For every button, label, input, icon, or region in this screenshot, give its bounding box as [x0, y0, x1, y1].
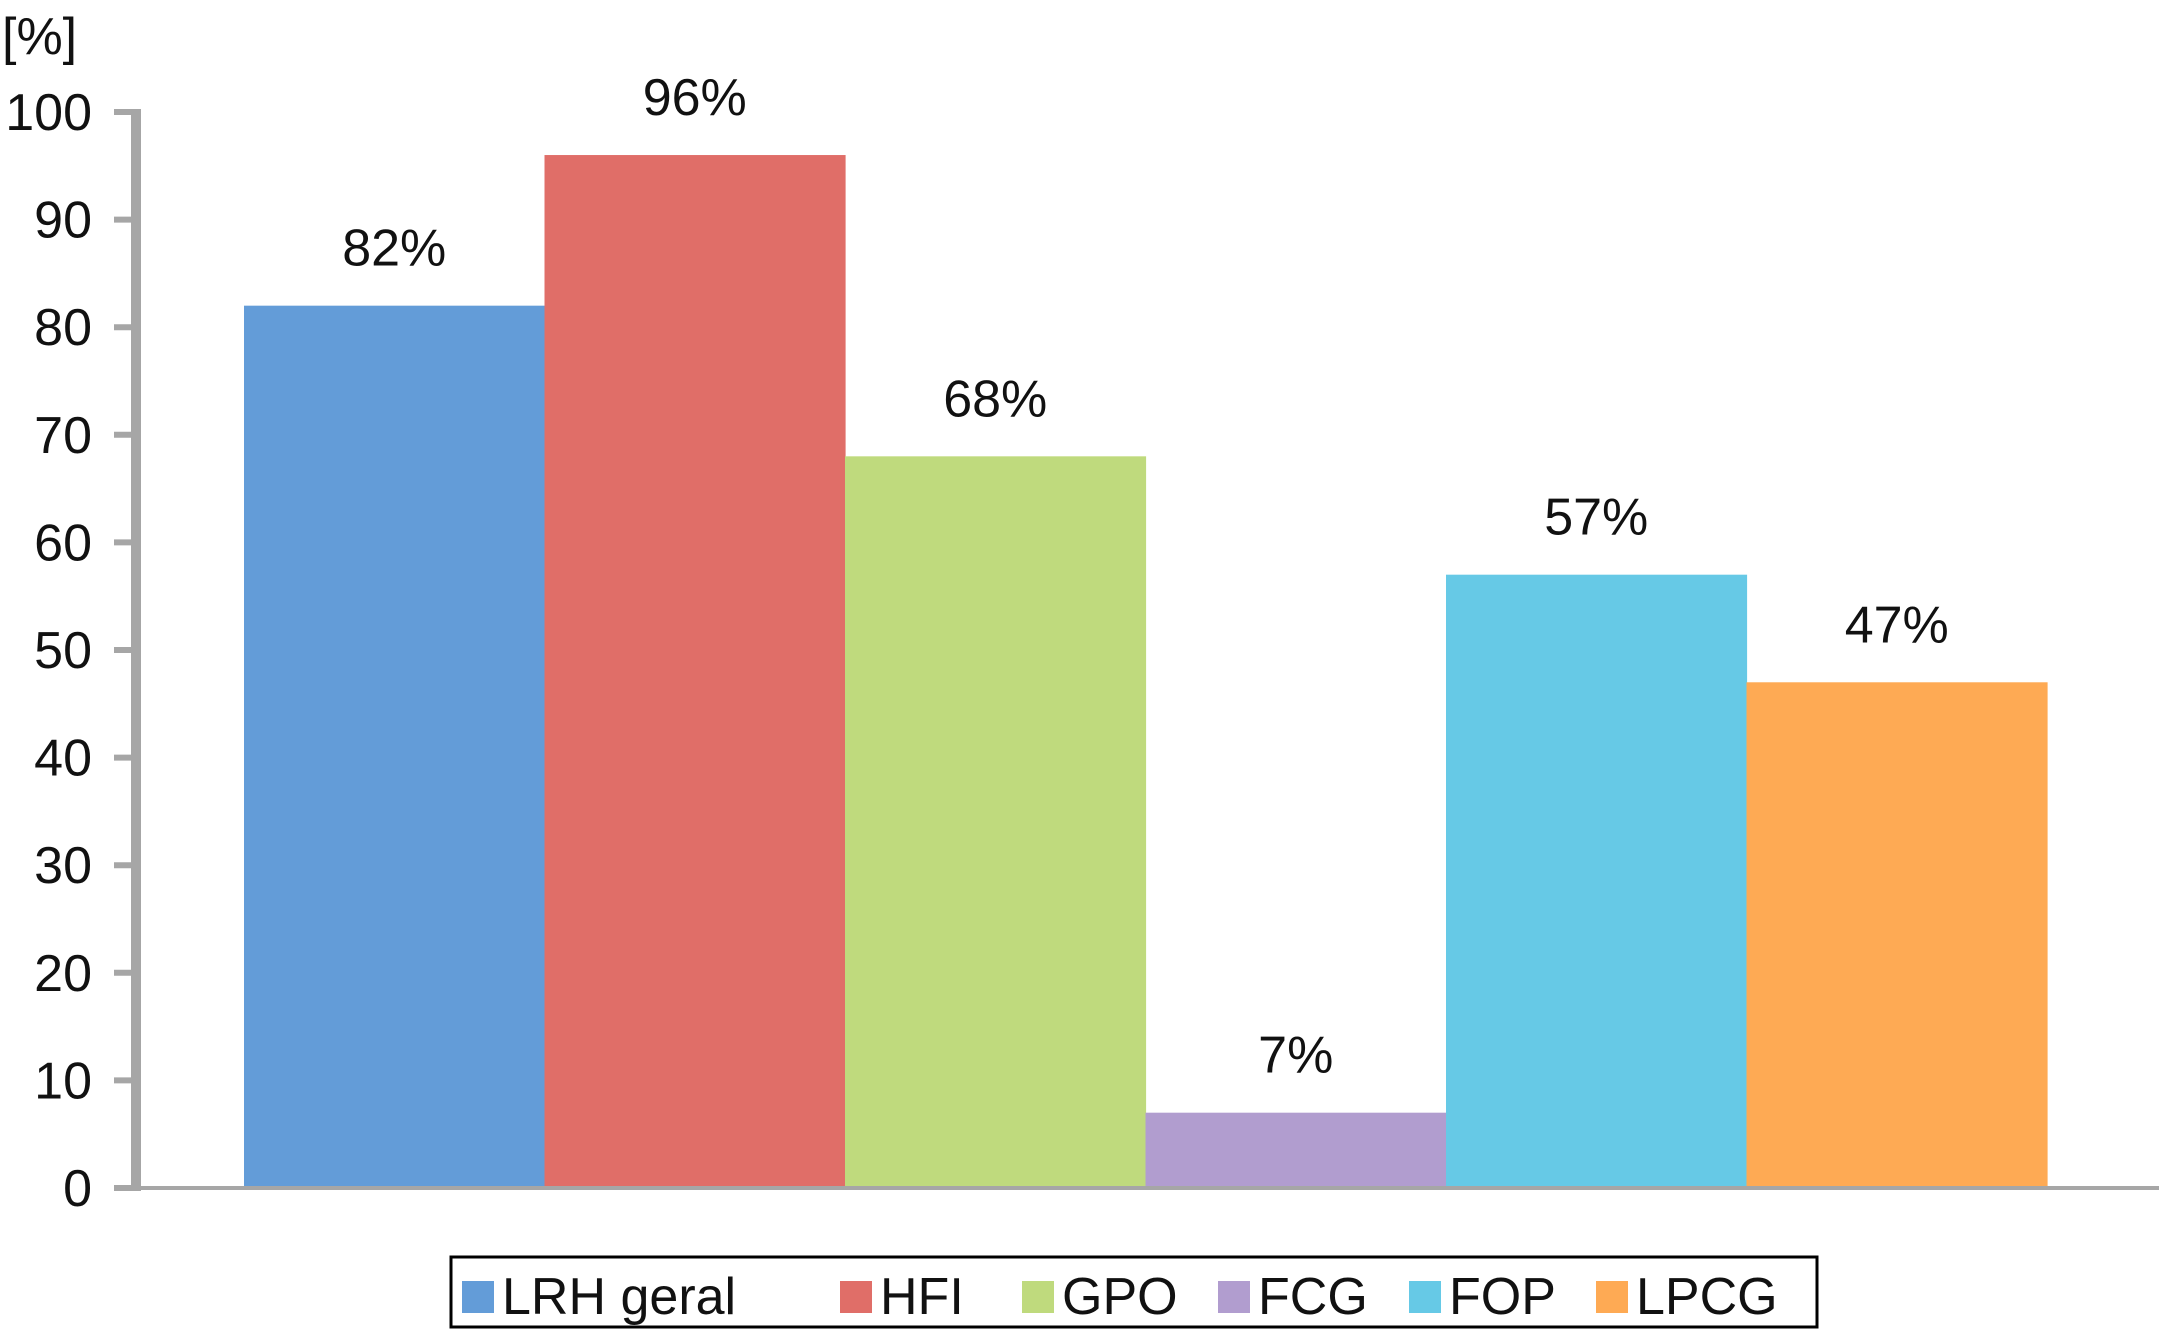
- legend: LRH geral HFI GPO FCG FOP LPCG: [449, 1255, 1819, 1329]
- legend-box: [449, 1255, 1819, 1329]
- y-tick-label: 40: [34, 730, 92, 788]
- bar-hfi: [544, 155, 846, 1188]
- y-tick-label: 90: [34, 192, 92, 250]
- bar-fcg: [1145, 1112, 1447, 1188]
- y-axis-tick-labels: 0 10 20 30 40 50 60 70 80 90 100: [5, 84, 92, 1218]
- y-tick-label: 0: [63, 1160, 92, 1218]
- y-tick-label: 10: [34, 1052, 92, 1110]
- legend-label: LPCG: [1636, 1268, 1778, 1326]
- y-tick-label: 70: [34, 407, 92, 465]
- legend-label: LRH geral: [502, 1268, 736, 1326]
- y-tick-label: 30: [34, 837, 92, 895]
- data-label: 96%: [643, 69, 747, 127]
- bar-gpo: [845, 456, 1147, 1188]
- bar-fop: [1446, 574, 1748, 1188]
- data-labels: 82% 96% 68% 7% 57% 47%: [342, 69, 1949, 1085]
- data-label: 57%: [1544, 489, 1648, 547]
- y-tick-label: 100: [5, 84, 92, 142]
- bar-lpcg: [1746, 682, 2048, 1188]
- data-label: 68%: [943, 370, 1047, 428]
- data-label: 7%: [1258, 1027, 1333, 1085]
- bar-lrh-geral: [244, 305, 546, 1188]
- y-tick-label: 20: [34, 945, 92, 1003]
- y-axis-unit-label: [%]: [2, 8, 77, 66]
- legend-label: FCG: [1258, 1268, 1368, 1326]
- y-axis: [114, 109, 141, 1191]
- legend-swatch: [1409, 1281, 1441, 1313]
- data-label: 82%: [342, 220, 446, 278]
- legend-swatch: [1596, 1281, 1628, 1313]
- legend-label: HFI: [880, 1268, 964, 1326]
- legend-swatch: [462, 1281, 494, 1313]
- legend-label: FOP: [1449, 1268, 1556, 1326]
- y-tick-label: 80: [34, 299, 92, 357]
- y-tick-label: 60: [34, 514, 92, 572]
- bar-series: [244, 155, 2048, 1188]
- legend-swatch: [1218, 1281, 1250, 1313]
- y-tick-label: 50: [34, 622, 92, 680]
- data-label: 47%: [1845, 596, 1949, 654]
- legend-swatch: [1022, 1281, 1054, 1313]
- legend-label: GPO: [1062, 1268, 1178, 1326]
- legend-swatch: [840, 1281, 872, 1313]
